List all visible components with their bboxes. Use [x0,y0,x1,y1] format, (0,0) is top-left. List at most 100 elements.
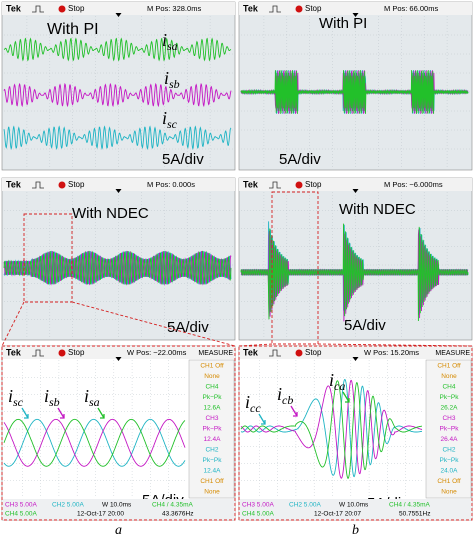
brand: Tek [6,179,22,189]
brand: Tek [243,179,259,189]
current-subscript: ca [334,379,345,393]
trigger-icon [269,5,281,13]
arrow [57,407,65,419]
zoom-box [271,191,319,345]
status-bar [2,499,235,520]
current-subscript: sc [167,117,178,131]
current-symbol: i [164,68,169,88]
measure-item: 26.2A [441,405,459,412]
measure-item: Pk−Pk [440,457,460,464]
measure-item: 12.4A [204,468,222,475]
state: Stop [305,348,322,357]
current-label: icb [277,384,293,407]
position: W Pos: −22.00ms [127,348,187,357]
state: Stop [68,4,85,13]
current-symbol: i [8,386,13,406]
trigger-icon [269,181,281,189]
current-symbol: i [162,108,167,128]
zoom-target [238,345,473,521]
current-symbol: i [84,386,89,406]
position: M Pos: 328.0ms [147,4,201,13]
measure-item: None [441,489,457,496]
zoom-box [23,213,73,303]
current-label: isb [44,386,60,409]
measure-item: Pk−Pk [440,426,460,433]
position: M Pos: 0.000s [147,180,195,189]
current-subscript: cc [250,401,261,415]
brand: Tek [243,347,259,357]
status-item: W 10.0ms [339,502,369,509]
arrow [97,407,105,419]
current-label: ica [329,370,345,393]
measure-item: CH3 [442,415,455,422]
waveform [3,418,186,467]
arrow [290,405,298,417]
waveform [3,125,232,151]
current-subscript: sb [49,395,60,409]
state: Stop [68,348,85,357]
measure-item: CH1 Off [200,478,224,485]
trigger-icon [269,349,281,357]
measure-item: CH3 [205,415,218,422]
current-label: isb [164,68,180,91]
waveform [3,250,232,286]
arrow [21,407,29,419]
brand: Tek [6,3,22,13]
current-subscript: sa [89,395,100,409]
position: M Pos: −6.000ms [384,180,443,189]
trigger-marker [352,357,359,361]
trigger-icon [32,349,44,357]
zoom-target [1,345,236,521]
measure-item: Pk−Pk [203,426,223,433]
current-label: isc [162,108,178,131]
scope-screen: Tek Stop M Pos: 0.000s With NDEC 5A/div [1,177,236,341]
trigger-marker [115,357,122,361]
stop-dot [295,349,303,357]
waveform [240,380,422,479]
state: Stop [305,180,322,189]
scope-screen: Tek Stop M Pos: −6.000ms With NDEC 5A/div [238,177,473,341]
status-item: CH2 5.00A [52,502,84,509]
waveform [3,250,232,286]
current-symbol: i [44,386,49,406]
status-item: CH4 / 4.35mA [152,502,193,509]
measure-item: CH2 [442,447,455,454]
state: Stop [305,4,322,13]
waveform [3,250,232,286]
status-item: CH3 5.00A [242,502,274,509]
measure-item: CH2 [205,447,218,454]
status-item: W 10.0ms [102,502,132,509]
current-symbol: i [329,370,334,390]
measure-item: CH1 Off [437,363,461,370]
position: M Pos: 66.00ms [384,4,438,13]
stop-dot [58,349,66,357]
status-item: CH3 5.00A [5,502,37,509]
current-symbol: i [245,392,250,412]
status-item: 50.7551Hz [399,511,430,518]
measure-item: 24.0A [441,468,459,475]
zoom-connector [71,301,236,347]
measure-item: None [204,489,220,496]
measure-item: CH4 [442,384,455,391]
waveform [3,418,186,467]
screen-title: With PI [319,15,367,32]
state: Stop [68,180,85,189]
status-item: CH4 / 4.35mA [389,502,430,509]
scale-label: 5A/div [279,151,321,168]
trigger-marker [115,189,122,193]
status-item: 43.3676Hz [162,511,193,518]
current-subscript: sc [13,395,24,409]
trigger-icon [32,5,44,13]
measure-panel [425,359,472,499]
waveform [3,418,186,467]
current-symbol: i [162,30,167,50]
measure-item: Pk−Pk [203,394,223,401]
position: W Pos: 15.20ms [364,348,419,357]
brand: Tek [243,3,259,13]
waveform [3,82,232,108]
measure-item: 26.4A [441,436,459,443]
measure-panel [188,359,235,499]
status-item: 12-Oct-17 20:00 [77,511,124,518]
